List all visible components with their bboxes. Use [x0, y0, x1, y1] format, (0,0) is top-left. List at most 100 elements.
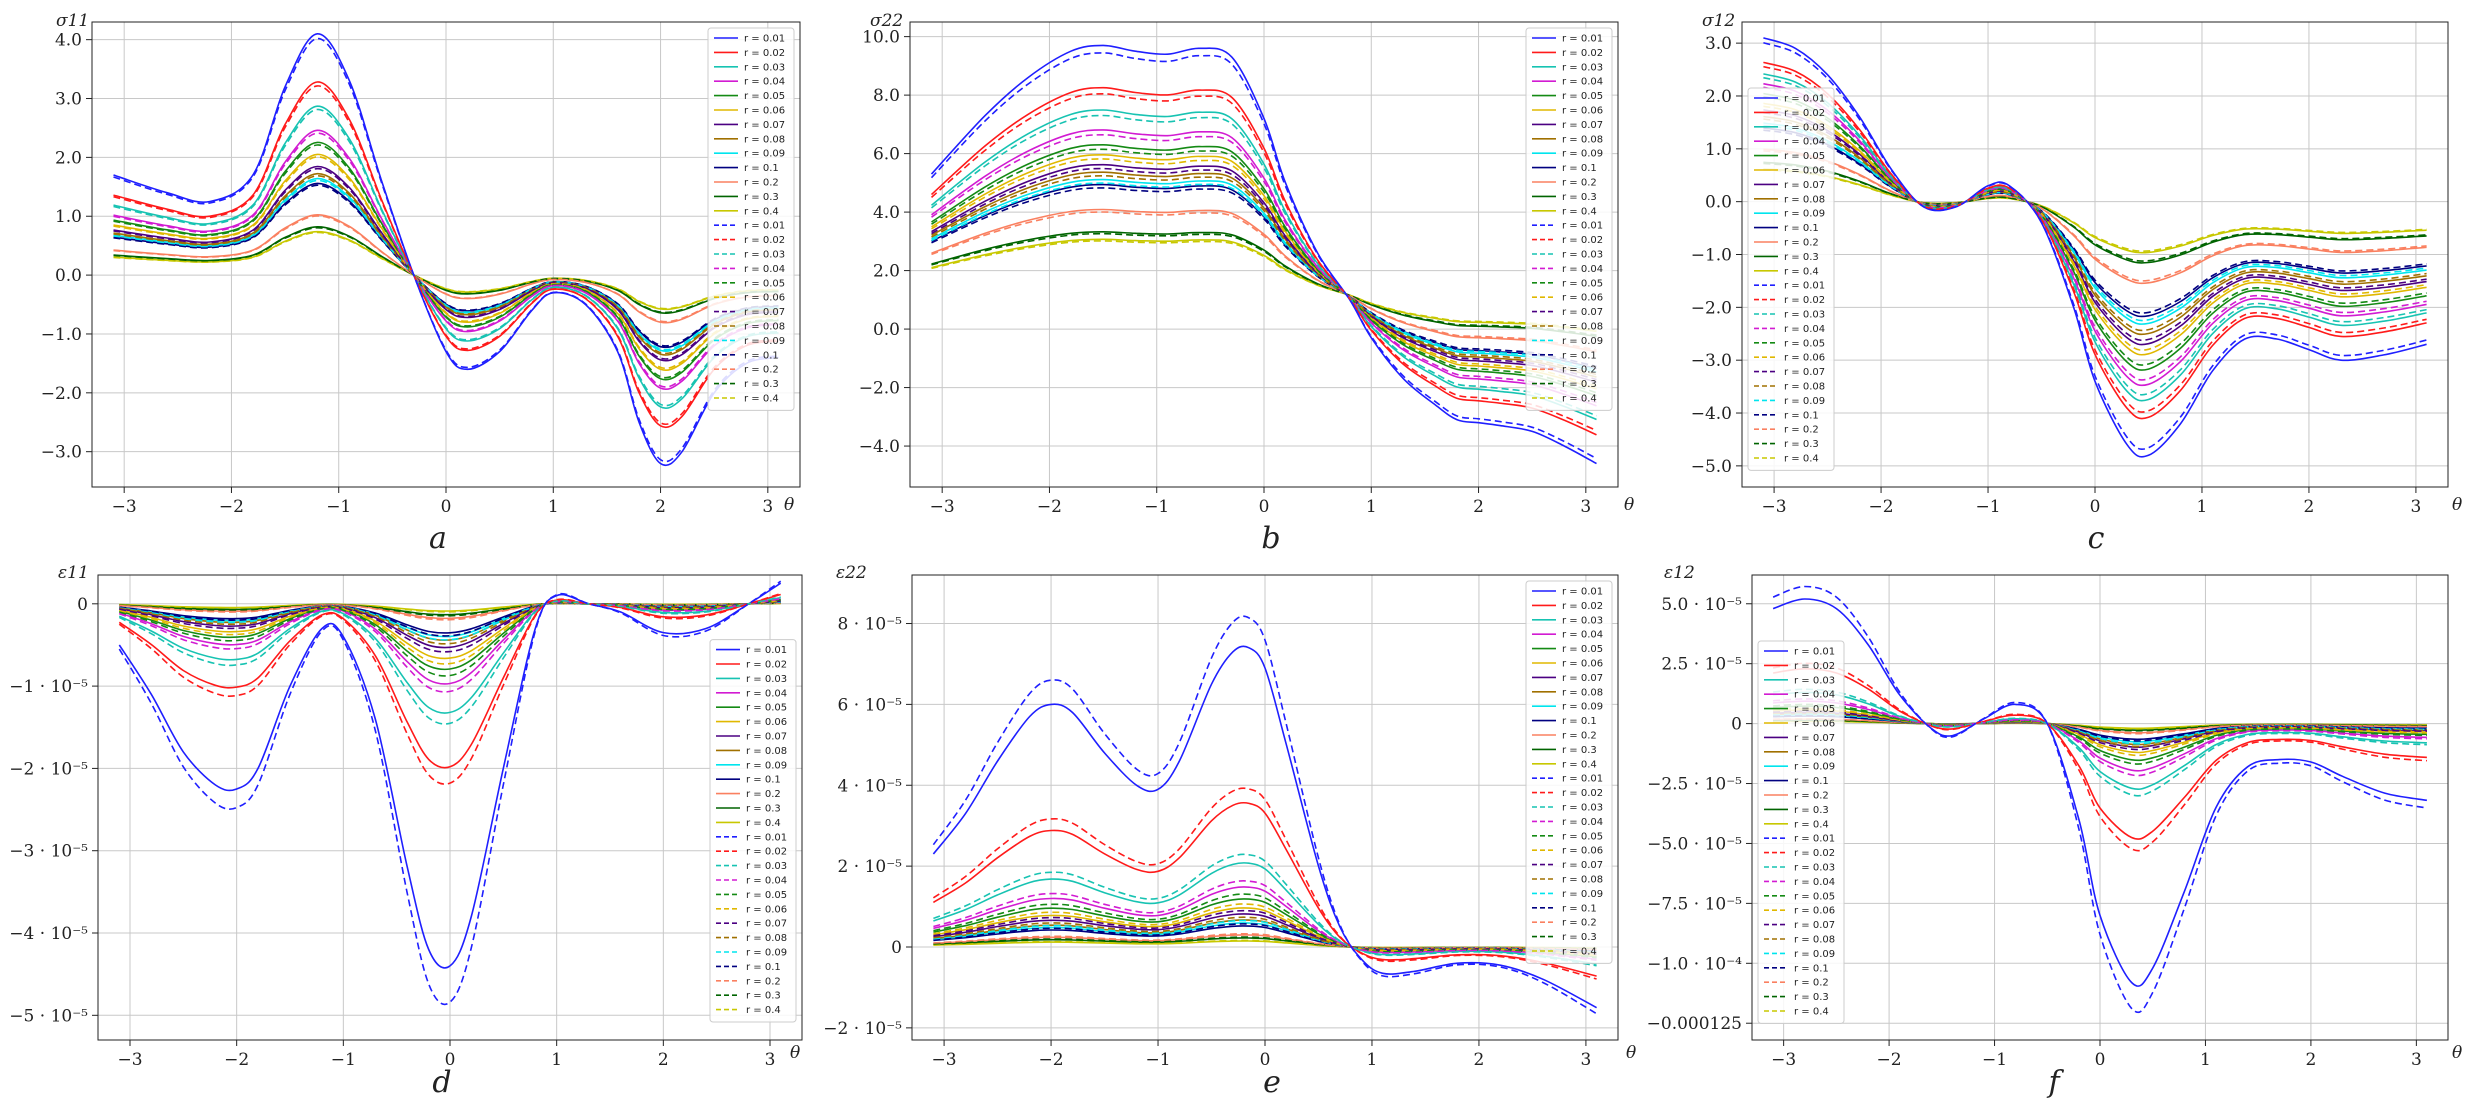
legend-label: r = 0.1: [746, 775, 781, 786]
series-line-dashed-r-0.05: [933, 893, 1597, 959]
x-tick-label: 3: [1580, 497, 1591, 517]
legend-label: r = 0.4: [1562, 759, 1597, 770]
legend-label: r = 0.09: [1794, 949, 1835, 960]
series-line-dashed-r-0.06: [119, 599, 781, 665]
legend-label: r = 0.08: [1562, 687, 1603, 698]
legend-label: r = 0.02: [1794, 661, 1835, 672]
legend-label: r = 0.07: [1784, 180, 1825, 191]
legend-label: r = 0.04: [744, 77, 785, 88]
legend-box: [1757, 640, 1845, 1024]
legend-label: r = 0.08: [1794, 747, 1835, 758]
series-group: [1763, 37, 2427, 458]
x-tick-label: 0: [2090, 497, 2101, 517]
legend-label: r = 0.08: [744, 322, 785, 333]
legend-label: r = 0.06: [1784, 166, 1825, 177]
series-line-dashed-r-0.1: [931, 187, 1597, 368]
series-line-dashed-r-0.01: [932, 615, 1598, 1015]
y-tick-label: 3.0: [1705, 34, 1732, 54]
series-line-dashed-r-0.2: [119, 602, 781, 621]
legend-label: r = 0.2: [1562, 918, 1597, 929]
series-line-dashed-r-0.2: [931, 211, 1597, 351]
series-line-dashed-r-0.4: [931, 240, 1597, 331]
legend-label: r = 0.09: [746, 948, 787, 959]
series-line-dashed-r-0.03: [1763, 76, 2427, 396]
legend-label: r = 0.01: [744, 34, 785, 45]
y-axis-label: σ22: [870, 11, 903, 31]
x-tick-label: −3: [1771, 1050, 1796, 1070]
legend-label: r = 0.4: [746, 818, 781, 829]
legend-label: r = 0.3: [1562, 932, 1597, 943]
series-line-solid-r-0.01: [932, 645, 1597, 1009]
y-tick-label: −7.5 · 10⁻⁵: [1647, 894, 1742, 914]
series-line-dashed-r-0.04: [113, 132, 779, 388]
legend-label: r = 0.07: [744, 307, 785, 318]
y-tick-label: 8 · 10⁻⁵: [838, 615, 903, 635]
legend-label: r = 0.04: [1784, 324, 1825, 335]
y-tick-label: 0: [891, 938, 902, 958]
series-line-dashed-r-0.01: [1772, 585, 2428, 1014]
y-tick-label: 0: [1731, 715, 1742, 735]
legend-label: r = 0.1: [1562, 716, 1597, 727]
series-line-dashed-r-0.01: [1763, 42, 2427, 451]
x-axis-label: θ: [1626, 1043, 1636, 1063]
legend-label: r = 0.1: [1562, 903, 1597, 914]
series-line-solid-r-0.01: [1763, 37, 2427, 458]
series-line-dashed-r-0.02: [932, 787, 1597, 980]
series-line-dashed-r-0.09: [1763, 124, 2427, 322]
x-tick-label: −1: [1982, 1050, 2007, 1070]
legend-label: r = 0.3: [1794, 992, 1829, 1003]
x-tick-label: −2: [1037, 497, 1062, 517]
y-tick-label: −2.0: [41, 384, 82, 404]
legend-label: r = 0.05: [1562, 278, 1603, 289]
legend-label: r = 0.06: [1562, 106, 1603, 117]
legend: r = 0.01 r = 0.02 r = 0.03 r = 0.04 r = 0.05…: [707, 27, 795, 411]
x-tick-label: 3: [1580, 1050, 1591, 1070]
series-line-dashed-r-0.4: [1763, 169, 2427, 252]
legend-label: r = 0.05: [1562, 831, 1603, 842]
plot-frame: [1751, 574, 2449, 1041]
legend-label: r = 0.05: [1562, 644, 1603, 655]
x-tick-label: −2: [1877, 1050, 1902, 1070]
legend-label: r = 0.05: [744, 278, 785, 289]
plot-area-a: −3 −2 −1 0 1 2 3 4.0 3.0 2.0 1.0 0.0 −1.0 −2.0 −3.0 r =…: [41, 21, 801, 517]
legend-label: r = 0.08: [1784, 382, 1825, 393]
series-line-dashed-r-0.02: [1772, 662, 2427, 852]
legend-label: r = 0.3: [1794, 805, 1829, 816]
series-line-dashed-r-0.07: [113, 167, 779, 360]
plot-frame: [909, 21, 1619, 488]
x-tick-label: 3: [2411, 1050, 2422, 1070]
series-line-dashed-r-0.03: [933, 853, 1597, 967]
y-tick-label: 2.0: [1705, 87, 1732, 107]
legend-label: r = 0.4: [1794, 819, 1829, 830]
series-line-dashed-r-0.08: [933, 916, 1597, 954]
x-tick-label: 2: [1474, 1050, 1485, 1070]
legend-label: r = 0.03: [1794, 675, 1835, 686]
legend-box: [709, 639, 797, 1023]
legend-label: r = 0.08: [1784, 194, 1825, 205]
legend-label: r = 0.2: [746, 976, 781, 987]
legend-label: r = 0.05: [1794, 891, 1835, 902]
y-tick-label: 5.0 · 10⁻⁵: [1661, 595, 1742, 615]
legend-label: r = 0.07: [746, 919, 787, 930]
legend-label: r = 0.06: [746, 904, 787, 915]
legend-label: r = 0.03: [1784, 122, 1825, 133]
series-line-dashed-r-0.1: [119, 601, 781, 637]
legend-label: r = 0.2: [1562, 178, 1597, 189]
legend-label: r = 0.03: [744, 62, 785, 73]
panel-f: ε12 −3 −2 −1 0 1 2 3 5.0 · 10⁻⁵ 2.5 · 10⁻⁵ 0 −2.5 …: [1647, 563, 2463, 1100]
series-line-dashed-r-0.02: [930, 92, 1597, 432]
legend-label: r = 0.01: [1562, 34, 1603, 45]
legend-label: r = 0.06: [1562, 846, 1603, 857]
series-line-solid-r-0.03: [1763, 73, 2427, 402]
y-tick-label: 0: [77, 595, 88, 615]
series-line-dashed-r-0.07: [1773, 710, 2427, 751]
legend-label: r = 0.03: [744, 250, 785, 261]
legend-label: r = 0.4: [746, 1005, 781, 1016]
legend-label: r = 0.07: [1794, 733, 1835, 744]
legend-label: r = 0.02: [746, 660, 787, 671]
legend-label: r = 0.06: [744, 106, 785, 117]
panel-label: c: [2088, 521, 2105, 556]
series-line-dashed-r-0.08: [931, 174, 1597, 376]
series-line-dashed-r-0.4: [113, 231, 779, 310]
legend-label: r = 0.09: [1562, 889, 1603, 900]
